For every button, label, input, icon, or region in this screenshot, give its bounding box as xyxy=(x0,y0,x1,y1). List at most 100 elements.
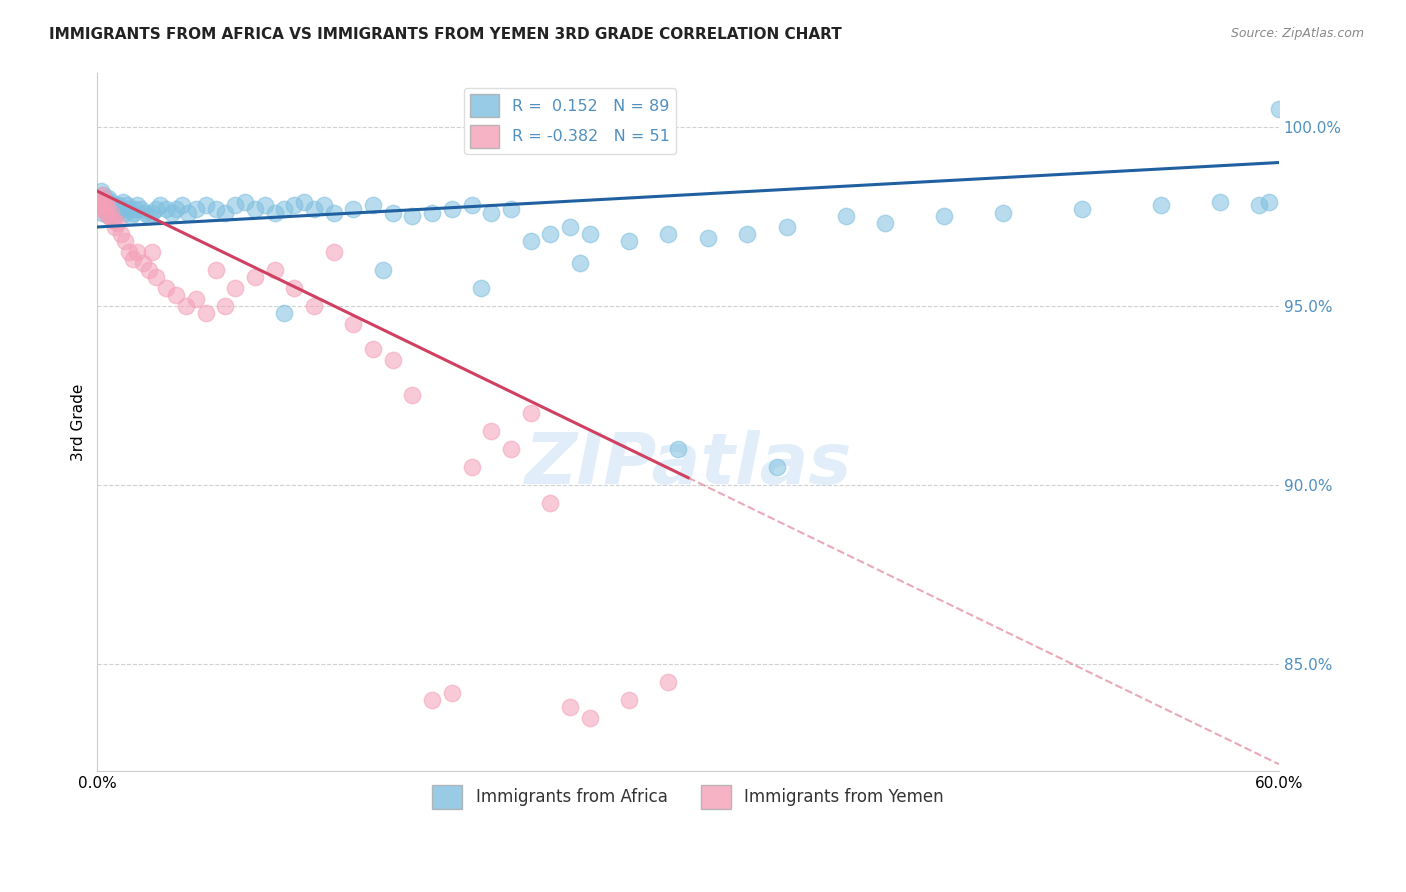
Point xyxy=(105,216,128,230)
Point xyxy=(302,202,325,216)
Point xyxy=(124,202,146,216)
Point xyxy=(243,202,266,216)
Point xyxy=(145,270,167,285)
Point xyxy=(657,227,679,241)
Point xyxy=(121,252,143,267)
Point xyxy=(499,202,522,216)
Point xyxy=(89,198,111,212)
Point xyxy=(145,202,167,216)
Point xyxy=(110,227,132,241)
Point xyxy=(105,205,128,219)
Point xyxy=(617,692,640,706)
Text: IMMIGRANTS FROM AFRICA VS IMMIGRANTS FROM YEMEN 3RD GRADE CORRELATION CHART: IMMIGRANTS FROM AFRICA VS IMMIGRANTS FRO… xyxy=(49,27,842,42)
Point xyxy=(96,198,118,212)
Point xyxy=(460,459,482,474)
Point xyxy=(735,227,758,241)
Point xyxy=(479,205,502,219)
Point xyxy=(204,263,226,277)
Point xyxy=(90,184,112,198)
Point xyxy=(361,342,384,356)
Point xyxy=(224,198,246,212)
Point xyxy=(114,235,136,249)
Point xyxy=(765,459,787,474)
Point xyxy=(834,209,856,223)
Text: ZIPatlas: ZIPatlas xyxy=(524,430,852,499)
Point xyxy=(155,202,177,216)
Point xyxy=(283,198,305,212)
Text: Source: ZipAtlas.com: Source: ZipAtlas.com xyxy=(1230,27,1364,40)
Point xyxy=(233,194,256,209)
Point xyxy=(174,299,197,313)
Point xyxy=(93,194,115,209)
Point xyxy=(420,205,443,219)
Point xyxy=(94,194,117,209)
Point xyxy=(91,202,114,216)
Point xyxy=(118,245,141,260)
Point xyxy=(479,424,502,438)
Point xyxy=(292,194,315,209)
Point xyxy=(94,191,117,205)
Point xyxy=(194,198,217,212)
Point xyxy=(118,202,141,216)
Point xyxy=(100,205,122,219)
Point xyxy=(1258,194,1281,209)
Point xyxy=(322,205,344,219)
Point xyxy=(134,205,156,219)
Point xyxy=(224,281,246,295)
Point xyxy=(460,198,482,212)
Point xyxy=(101,198,124,212)
Point xyxy=(263,263,285,277)
Point xyxy=(120,209,142,223)
Point xyxy=(1268,102,1291,116)
Point xyxy=(115,198,138,212)
Point xyxy=(420,692,443,706)
Point xyxy=(342,202,364,216)
Point xyxy=(90,194,112,209)
Point xyxy=(558,219,581,234)
Point xyxy=(381,205,404,219)
Point xyxy=(108,198,131,212)
Point xyxy=(96,205,118,219)
Point xyxy=(91,187,114,202)
Legend: Immigrants from Africa, Immigrants from Yemen: Immigrants from Africa, Immigrants from … xyxy=(426,779,950,815)
Point xyxy=(104,202,127,216)
Point xyxy=(160,205,183,219)
Point xyxy=(273,202,295,216)
Point xyxy=(273,306,295,320)
Point xyxy=(302,299,325,313)
Point xyxy=(342,317,364,331)
Point xyxy=(93,198,115,212)
Point xyxy=(96,202,118,216)
Point xyxy=(114,205,136,219)
Point xyxy=(184,292,207,306)
Point xyxy=(155,281,177,295)
Point xyxy=(1209,194,1232,209)
Point xyxy=(91,205,114,219)
Point xyxy=(184,202,207,216)
Point xyxy=(98,209,121,223)
Point xyxy=(1249,198,1271,212)
Point xyxy=(214,205,236,219)
Point xyxy=(578,711,600,725)
Point xyxy=(121,205,143,219)
Point xyxy=(138,209,160,223)
Point xyxy=(519,406,541,420)
Point xyxy=(97,191,120,205)
Point xyxy=(617,235,640,249)
Point xyxy=(98,202,121,216)
Point xyxy=(141,205,163,219)
Point xyxy=(105,198,128,212)
Point xyxy=(1150,198,1173,212)
Point xyxy=(519,235,541,249)
Point xyxy=(96,198,118,212)
Point xyxy=(177,205,200,219)
Point xyxy=(873,216,896,230)
Point xyxy=(371,263,394,277)
Point xyxy=(381,352,404,367)
Point xyxy=(322,245,344,260)
Point xyxy=(138,263,160,277)
Point xyxy=(111,194,134,209)
Point xyxy=(100,194,122,209)
Point xyxy=(578,227,600,241)
Point xyxy=(149,198,172,212)
